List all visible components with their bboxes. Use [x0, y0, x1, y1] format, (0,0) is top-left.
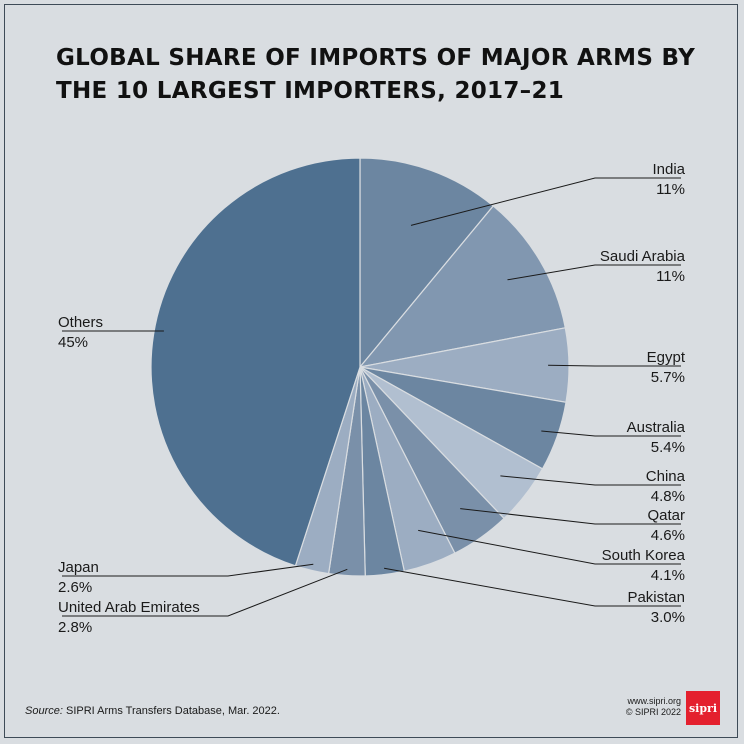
slice-label-value: 4.6% — [651, 527, 685, 544]
website-link[interactable]: www.sipri.org — [627, 696, 681, 706]
pie-slice-india — [359, 157, 495, 369]
sipri-logo: sipri — [686, 691, 720, 725]
slice-label-name: Saudi Arabia — [600, 248, 686, 265]
slice-label-name: United Arab Emirates — [58, 599, 200, 616]
slice-label-name: Others — [58, 314, 103, 331]
slice-label-name: Japan — [58, 559, 99, 576]
leader-line-egypt — [548, 364, 681, 367]
source-text: SIPRI Arms Transfers Database, Mar. 2022… — [65, 705, 280, 717]
slice-labels: India 11% Saudi Arabia 11% Egypt 5.7% Australi… — [58, 161, 686, 636]
leader-line-south-korea — [418, 529, 681, 565]
slice-label-name: China — [646, 468, 686, 485]
leader-lines — [62, 177, 681, 617]
slice-label-value: 2.8% — [58, 619, 92, 636]
slice-label-name: Pakistan — [627, 589, 685, 606]
pie-slice-others — [150, 157, 361, 567]
leader-line-india — [410, 177, 681, 226]
frame-border — [4, 4, 738, 738]
leader-line-united-arab-emirates — [62, 568, 348, 617]
source-note: Source: SIPRI Arms Transfers Database, M… — [25, 705, 280, 717]
slice-label-value: 5.4% — [651, 439, 685, 456]
leader-line-japan — [62, 563, 314, 577]
pie-slice-saudi-arabia — [358, 205, 567, 368]
leader-line-qatar — [460, 508, 681, 525]
slice-label-name: Australia — [627, 419, 686, 436]
pie-slices — [150, 157, 570, 577]
slice-label-value: 2.6% — [58, 579, 92, 596]
copyright-text: © SIPRI 2022 — [625, 707, 681, 717]
slice-label-value: 4.8% — [651, 488, 685, 505]
slice-label-value: 45% — [58, 334, 88, 351]
slice-label-value: 11% — [656, 268, 685, 285]
slice-label-name: Egypt — [647, 349, 686, 366]
slice-label-value: 3.0% — [651, 609, 685, 626]
leader-line-pakistan — [384, 567, 681, 607]
credit-block: www.sipri.org © SIPRI 2022 — [620, 696, 681, 718]
slice-label-value: 4.1% — [651, 567, 685, 584]
source-lead: Source: — [25, 705, 63, 717]
leader-line-australia — [541, 430, 681, 437]
leader-line-china — [500, 475, 681, 486]
slice-label-value: 5.7% — [651, 369, 685, 386]
chart-title: GLOBAL SHARE OF IMPORTS OF MAJOR ARMS BY… — [56, 45, 696, 104]
slice-label-name: South Korea — [602, 547, 686, 564]
leader-line-saudi-arabia — [507, 264, 681, 281]
slice-label-name: Qatar — [647, 507, 685, 524]
slice-label-value: 11% — [656, 181, 685, 198]
slice-label-name: India — [652, 161, 685, 178]
